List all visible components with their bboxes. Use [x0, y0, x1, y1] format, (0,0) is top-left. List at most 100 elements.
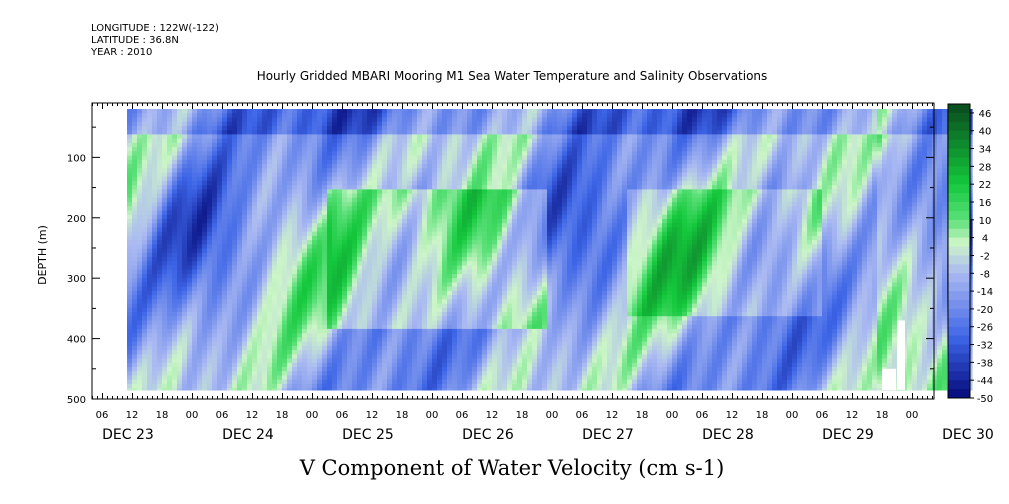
heatmap-cell: [362, 193, 368, 199]
heatmap-cell: [222, 371, 228, 376]
heatmap-cell: [242, 197, 248, 203]
heatmap-cell: [167, 134, 173, 140]
heatmap-cell: [217, 142, 223, 148]
heatmap-cell: [212, 130, 218, 135]
heatmap-cell: [372, 320, 378, 326]
heatmap-cell: [287, 172, 293, 178]
heatmap-cell: [327, 265, 333, 271]
heatmap-cell: [162, 333, 168, 338]
heatmap-cell: [497, 185, 503, 190]
heatmap-cell: [457, 290, 463, 296]
heatmap-cell: [182, 193, 188, 199]
heatmap-cell: [422, 295, 428, 300]
heatmap-cell: [207, 244, 213, 250]
heatmap-cell: [452, 282, 458, 288]
heatmap-cell: [237, 130, 243, 135]
heatmap-cell: [147, 193, 153, 199]
heatmap-cell: [147, 367, 153, 372]
heatmap-cell: [452, 274, 458, 279]
heatmap-cell: [492, 252, 498, 258]
heatmap-cell: [272, 206, 278, 212]
heatmap-cell: [142, 227, 148, 233]
heatmap-cell: [487, 206, 493, 212]
heatmap-cell: [322, 261, 328, 267]
heatmap-cell: [412, 214, 418, 220]
heatmap-cell: [427, 168, 433, 173]
heatmap-cell: [492, 189, 498, 195]
heatmap-cell: [477, 295, 483, 300]
heatmap-cell: [272, 252, 278, 258]
heatmap-cell: [142, 126, 148, 131]
heatmap-cell: [247, 375, 253, 381]
heatmap-cell: [367, 371, 373, 376]
heatmap-cell: [192, 286, 198, 292]
heatmap-cell: [207, 303, 213, 309]
heatmap-cell: [292, 151, 298, 157]
heatmap-cell: [202, 172, 208, 178]
heatmap-cell: [272, 109, 278, 114]
heatmap-cell: [272, 159, 278, 165]
heatmap-cell: [287, 138, 293, 144]
heatmap-cell: [442, 324, 448, 330]
heatmap-cell: [317, 324, 323, 330]
heatmap-cell: [372, 324, 378, 330]
heatmap-cell: [287, 333, 293, 338]
heatmap-cell: [197, 231, 203, 237]
heatmap-cell: [252, 337, 258, 343]
heatmap-cell: [242, 210, 248, 216]
heatmap-cell: [162, 176, 168, 182]
heatmap-cell: [382, 227, 388, 233]
heatmap-cell: [287, 202, 293, 207]
heatmap-cell: [132, 176, 138, 182]
heatmap-cell: [292, 210, 298, 216]
heatmap-cell: [342, 227, 348, 233]
heatmap-cell: [257, 282, 263, 288]
heatmap-cell: [362, 176, 368, 182]
heatmap-cell: [367, 172, 373, 178]
heatmap-cell: [362, 117, 368, 123]
heatmap-cell: [257, 248, 263, 254]
heatmap-cell: [267, 185, 273, 190]
heatmap-cell: [327, 164, 333, 169]
heatmap-cell: [472, 219, 478, 224]
heatmap-cell: [227, 109, 233, 114]
heatmap-cell: [172, 172, 178, 178]
heatmap-cell: [162, 375, 168, 381]
heatmap-cell: [382, 210, 388, 216]
heatmap-cell: [127, 274, 133, 279]
heatmap-cell: [442, 358, 448, 364]
heatmap-cell: [442, 126, 448, 131]
heatmap-cell: [352, 202, 358, 207]
heatmap-cell: [462, 367, 468, 372]
heatmap-cell: [252, 350, 258, 355]
heatmap-cell: [187, 341, 193, 347]
heatmap-cell: [402, 371, 408, 376]
heatmap-cell: [377, 290, 383, 296]
heatmap-cell: [397, 350, 403, 355]
heatmap-cell: [302, 379, 308, 385]
heatmap-cell: [227, 265, 233, 271]
heatmap-cell: [397, 121, 403, 127]
heatmap-cell: [492, 371, 498, 376]
heatmap-cell: [157, 362, 163, 368]
heatmap-cell: [477, 269, 483, 275]
heatmap-cell: [157, 375, 163, 381]
heatmap-cell: [282, 227, 288, 233]
metadata-block: LONGITUDE : 122W(-122) LATITUDE : 36.8N …: [91, 23, 219, 59]
heatmap-cell: [167, 261, 173, 267]
heatmap-cell: [317, 164, 323, 169]
heatmap-cell: [477, 219, 483, 224]
heatmap-cell: [332, 320, 338, 326]
heatmap-cell: [247, 269, 253, 275]
heatmap-cell: [477, 375, 483, 381]
heatmap-cell: [127, 371, 133, 376]
heatmap-cell: [332, 350, 338, 355]
heatmap-cell: [317, 159, 323, 165]
heatmap-cell: [312, 121, 318, 127]
heatmap-cell: [467, 210, 473, 216]
heatmap-cell: [357, 299, 363, 305]
heatmap-cell: [362, 223, 368, 228]
heatmap-cell: [212, 202, 218, 207]
heatmap-cell: [357, 202, 363, 207]
heatmap-cell: [442, 227, 448, 233]
